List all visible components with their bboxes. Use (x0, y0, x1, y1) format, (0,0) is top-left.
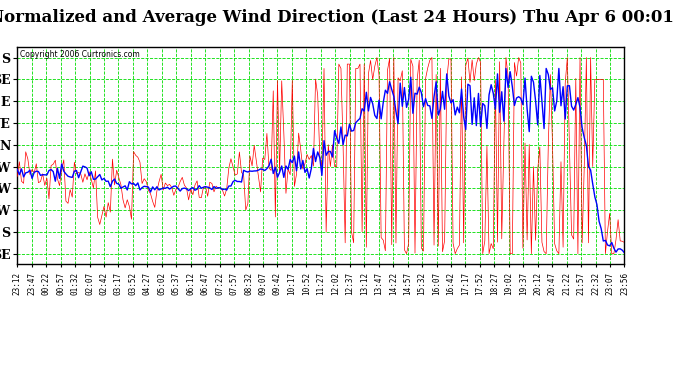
Text: Copyright 2006 Curtronics.com: Copyright 2006 Curtronics.com (20, 50, 140, 59)
Text: Normalized and Average Wind Direction (Last 24 Hours) Thu Apr 6 00:01: Normalized and Average Wind Direction (L… (0, 9, 673, 26)
